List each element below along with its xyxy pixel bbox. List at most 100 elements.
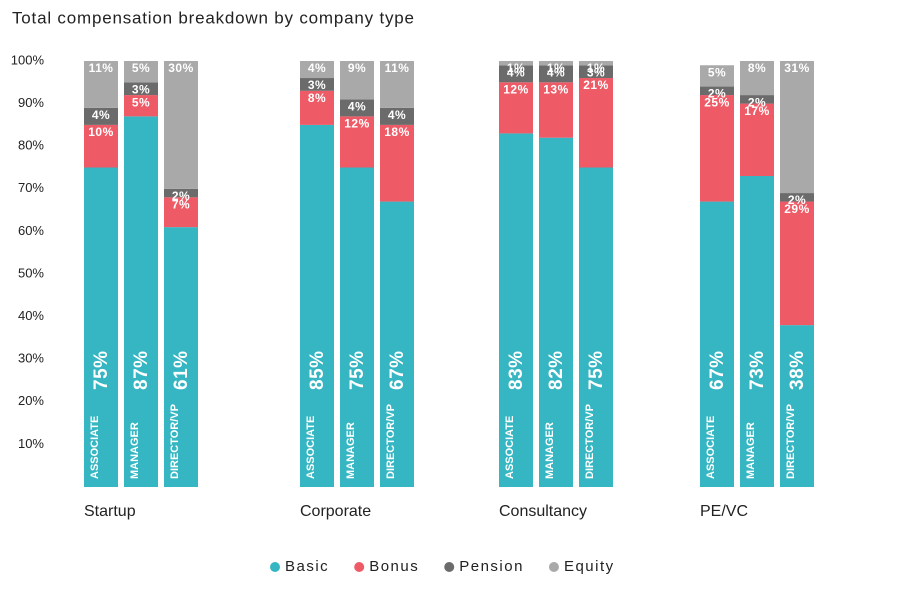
value-label: 11% xyxy=(89,61,114,75)
value-label: 1% xyxy=(587,61,605,75)
bar-segment xyxy=(539,61,573,66)
category-label: ASSOCIATE xyxy=(705,416,717,479)
bar-segment xyxy=(124,61,158,83)
value-label: 75% xyxy=(347,350,368,390)
value-label: 4% xyxy=(308,61,326,75)
bar-segment xyxy=(700,95,734,202)
value-label: 5% xyxy=(708,65,726,79)
value-label: 61% xyxy=(171,350,192,390)
value-label: 67% xyxy=(707,350,728,390)
group-label: PE/VC xyxy=(700,503,748,520)
value-label: 25% xyxy=(704,95,730,109)
value-label: 13% xyxy=(543,82,569,96)
value-label: 9% xyxy=(348,61,366,75)
bar-segment xyxy=(84,107,118,125)
value-label: 4% xyxy=(348,100,366,114)
bar-segment xyxy=(499,65,533,83)
bar-segment xyxy=(700,65,734,87)
bar-segment xyxy=(579,61,613,66)
value-label: 4% xyxy=(507,65,525,79)
group-label: Startup xyxy=(84,503,136,520)
bar-segment xyxy=(539,137,573,487)
value-label: 2% xyxy=(172,189,190,203)
value-label: 5% xyxy=(132,61,150,75)
value-label: 38% xyxy=(787,350,808,390)
bar-segment xyxy=(380,107,414,125)
y-tick-label: 40% xyxy=(18,308,44,323)
bar-segment xyxy=(300,78,334,91)
bar-segment xyxy=(700,86,734,96)
category-label: ASSOCIATE xyxy=(305,416,317,479)
y-tick-label: 10% xyxy=(18,436,44,451)
value-label: 7% xyxy=(172,197,190,211)
bar-segment xyxy=(84,61,118,108)
bar-segment xyxy=(124,82,158,96)
bar-segment xyxy=(579,167,613,487)
category-label: ASSOCIATE xyxy=(89,416,101,479)
value-label: 10% xyxy=(88,125,114,139)
y-tick-label: 30% xyxy=(18,351,44,366)
value-label: 4% xyxy=(388,108,406,122)
bar-segment xyxy=(380,201,414,487)
bar-segment xyxy=(164,188,198,198)
y-tick-label: 50% xyxy=(18,265,44,280)
bar-segment xyxy=(740,103,774,177)
category-label: MANAGER xyxy=(544,422,556,479)
legend-marker xyxy=(548,562,559,572)
category-label: MANAGER xyxy=(345,422,357,479)
value-label: 4% xyxy=(547,65,565,79)
bar-segment xyxy=(340,99,374,117)
value-label: 30% xyxy=(168,61,194,75)
bar-segment xyxy=(499,61,533,66)
bar-segment xyxy=(300,90,334,125)
legend-label: Pension xyxy=(459,558,524,575)
value-label: 67% xyxy=(387,350,408,390)
bar-segment xyxy=(780,61,814,194)
category-label: DIRECTOR/VP xyxy=(385,404,397,479)
bar-segment xyxy=(380,124,414,202)
y-tick-label: 60% xyxy=(18,223,44,238)
bar-segment xyxy=(84,167,118,487)
legend-marker xyxy=(270,562,280,572)
group-label: Corporate xyxy=(300,503,371,520)
value-label: 11% xyxy=(385,61,410,75)
value-label: 3% xyxy=(587,65,605,79)
bar-segment xyxy=(164,61,198,189)
value-label: 73% xyxy=(747,350,768,390)
bar-segment xyxy=(780,193,814,202)
y-tick-label: 100% xyxy=(11,52,45,67)
value-label: 87% xyxy=(131,350,152,390)
y-tick-label: 20% xyxy=(18,393,44,408)
value-label: 1% xyxy=(507,61,525,75)
value-label: 75% xyxy=(586,350,607,390)
category-label: DIRECTOR/VP xyxy=(785,404,797,479)
value-label: 82% xyxy=(546,350,567,390)
bar-segment xyxy=(164,227,198,487)
bar-segment xyxy=(579,78,613,168)
bar-segment xyxy=(300,124,334,488)
bar-segment xyxy=(499,82,533,134)
value-label: 2% xyxy=(748,95,766,109)
bar-segment xyxy=(700,201,734,487)
value-label: 8% xyxy=(748,61,766,75)
bar-segment xyxy=(380,61,414,108)
value-label: 8% xyxy=(308,91,326,105)
bar-segment xyxy=(340,167,374,487)
category-label: ASSOCIATE xyxy=(504,416,516,479)
legend-label: Bonus xyxy=(369,558,419,575)
value-label: 3% xyxy=(308,78,326,92)
legend-marker xyxy=(444,562,455,572)
value-label: 2% xyxy=(708,87,726,101)
value-label: 85% xyxy=(307,350,328,390)
value-label: 21% xyxy=(583,78,609,92)
value-label: 3% xyxy=(132,82,150,96)
bar-segment xyxy=(340,61,374,100)
value-label: 12% xyxy=(344,117,370,131)
bar-segment xyxy=(124,116,158,487)
y-tick-label: 90% xyxy=(18,95,44,110)
value-label: 12% xyxy=(503,82,529,96)
bar-segment xyxy=(124,95,158,117)
bar-segment xyxy=(740,95,774,104)
bar-segment xyxy=(579,65,613,79)
